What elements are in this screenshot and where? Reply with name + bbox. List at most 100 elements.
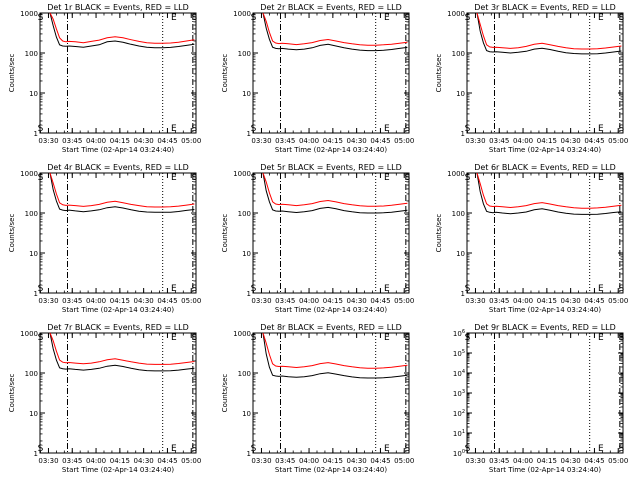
marker-label: E: [598, 284, 604, 294]
plot-frame: [39, 332, 197, 454]
y-tick-label: 100: [238, 50, 251, 58]
marker-label: S: [192, 284, 198, 294]
x-tick-label: 04:15: [537, 137, 557, 145]
x-axis-label: Start Time (02-Apr-14 03:24:40): [275, 306, 387, 314]
series-lld-line: [262, 12, 408, 46]
x-tick-label: 04:30: [561, 457, 581, 465]
x-tick-label: 04:00: [86, 457, 106, 465]
chart-title: Det 5r BLACK = Events, RED = LLD: [260, 163, 402, 172]
marker-label: S: [38, 13, 44, 23]
x-tick-label: 04:00: [299, 137, 319, 145]
x-tick-label: 03:45: [489, 297, 509, 305]
y-tick-label: 1: [247, 290, 251, 298]
marker-label: E: [384, 124, 390, 134]
series-events-line: [476, 172, 622, 215]
y-tick-label: 1: [461, 130, 465, 138]
marker-label: S: [619, 124, 625, 134]
x-tick-label: 03:45: [489, 457, 509, 465]
series-lld-line: [476, 12, 622, 50]
x-axis-label: Start Time (02-Apr-14 03:24:40): [62, 146, 174, 154]
x-axis-label: Start Time (02-Apr-14 03:24:40): [275, 146, 387, 154]
marker-label: S: [38, 444, 44, 454]
x-tick-label: 04:45: [584, 457, 604, 465]
x-tick-label: 03:45: [62, 457, 82, 465]
y-axis-label: Counts/sec: [435, 214, 443, 253]
marker-label: S: [405, 173, 411, 183]
y-tick-label: 100: [238, 210, 251, 218]
chart-panel-2: Det 2r BLACK = Events, RED = LLD 1 10 100 10…: [221, 3, 414, 154]
marker-label: S: [405, 13, 411, 23]
marker-label: E: [384, 333, 390, 343]
marker-label: S: [465, 173, 471, 183]
marker-label: S: [405, 444, 411, 454]
chart-title: Det 3r BLACK = Events, RED = LLD: [474, 3, 616, 12]
plot-frame: [466, 332, 624, 454]
x-tick-label: 04:15: [110, 297, 130, 305]
marker-label: S: [192, 173, 198, 183]
series-events-line: [49, 172, 195, 213]
chart-title: Det 9r BLACK = Events, RED = LLD: [474, 323, 616, 332]
marker-label: S: [251, 13, 257, 23]
marker-label: E: [598, 444, 604, 454]
chart-title: Det 2r BLACK = Events, RED = LLD: [260, 3, 402, 12]
y-axis-label: Counts/sec: [8, 54, 16, 93]
x-tick-label: 03:45: [62, 137, 82, 145]
x-tick-label: 05:00: [394, 137, 414, 145]
x-tick-label: 04:15: [323, 457, 343, 465]
y-axis-label: Counts/sec: [8, 214, 16, 253]
x-tick-label: 04:15: [110, 457, 130, 465]
marker-label: S: [192, 13, 198, 23]
x-tick-label: 04:30: [347, 457, 367, 465]
x-tick-label: 03:30: [465, 297, 485, 305]
chart-panel-9: Det 9r BLACK = Events, RED = LLD 100 101 10…: [453, 323, 628, 474]
marker-label: S: [465, 284, 471, 294]
x-tick-label: 05:00: [608, 297, 628, 305]
y-tick-label: 106: [453, 329, 465, 338]
marker-label: S: [251, 444, 257, 454]
marker-label: S: [192, 333, 198, 343]
marker-label: S: [405, 124, 411, 134]
series-lld-line: [262, 332, 408, 369]
x-tick-label: 04:00: [513, 297, 533, 305]
y-tick-label: 1: [461, 290, 465, 298]
y-tick-label: 10: [242, 250, 251, 258]
y-tick-label: 100: [452, 210, 465, 218]
marker-label: S: [619, 13, 625, 23]
y-tick-label: 10: [29, 90, 38, 98]
y-tick-label: 1000: [447, 10, 465, 18]
plot-frame: [466, 12, 624, 134]
x-tick-label: 04:45: [370, 137, 390, 145]
marker-label: S: [465, 444, 471, 454]
marker-label: S: [192, 124, 198, 134]
x-tick-label: 04:15: [323, 137, 343, 145]
y-tick-label: 10: [29, 250, 38, 258]
y-axis-label: Counts/sec: [8, 374, 16, 413]
x-tick-label: 04:00: [86, 137, 106, 145]
marker-label: S: [38, 333, 44, 343]
y-tick-label: 100: [25, 210, 38, 218]
marker-label: S: [38, 284, 44, 294]
marker-label: E: [171, 284, 177, 294]
marker-label: E: [598, 173, 604, 183]
marker-label: E: [171, 13, 177, 23]
x-tick-label: 05:00: [181, 137, 201, 145]
x-tick-label: 04:15: [323, 297, 343, 305]
marker-label: S: [405, 284, 411, 294]
x-tick-label: 04:00: [513, 457, 533, 465]
chart-title: Det 4r BLACK = Events, RED = LLD: [47, 163, 189, 172]
x-tick-label: 04:15: [537, 457, 557, 465]
marker-label: E: [384, 284, 390, 294]
x-tick-label: 03:45: [275, 137, 295, 145]
marker-label: S: [251, 124, 257, 134]
chart-title: Det 1r BLACK = Events, RED = LLD: [47, 3, 189, 12]
x-axis-label: Start Time (02-Apr-14 03:24:40): [489, 466, 601, 474]
x-tick-label: 05:00: [608, 137, 628, 145]
y-tick-label: 104: [453, 369, 465, 378]
x-tick-label: 04:30: [347, 137, 367, 145]
x-tick-label: 04:45: [157, 297, 177, 305]
x-axis-label: Start Time (02-Apr-14 03:24:40): [62, 306, 174, 314]
plot-frame: [39, 172, 197, 294]
marker-label: S: [251, 173, 257, 183]
x-axis-label: Start Time (02-Apr-14 03:24:40): [275, 466, 387, 474]
